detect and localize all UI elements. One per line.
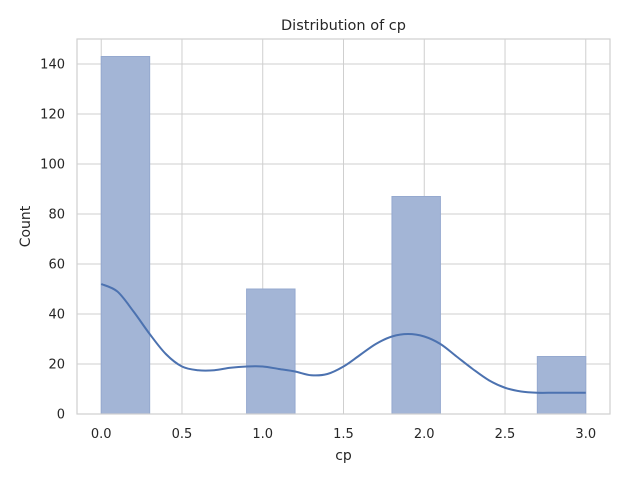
x-tick-label: 0.0 [91, 427, 112, 442]
x-axis-label: cp [335, 448, 352, 464]
chart-title: Distribution of cp [281, 18, 406, 34]
x-tick-label: 1.0 [252, 427, 273, 442]
y-tick-label: 40 [48, 308, 65, 323]
x-tick-label: 2.0 [414, 427, 435, 442]
y-tick-label: 140 [40, 58, 65, 73]
x-tick-label: 2.5 [495, 427, 516, 442]
y-tick-label: 0 [57, 408, 65, 423]
x-tick-label: 1.5 [333, 427, 354, 442]
y-tick-label: 80 [48, 208, 65, 223]
plot-frame [76, 38, 611, 415]
y-axis-label: Count [18, 205, 34, 247]
histogram-bar [246, 288, 296, 415]
y-tick-label: 20 [48, 358, 65, 373]
x-tick-label: 0.5 [172, 427, 193, 442]
grid-layer [77, 39, 610, 415]
histogram-bar [391, 196, 441, 415]
kde-layer [100, 283, 586, 394]
x-tick-label: 3.0 [575, 427, 596, 442]
tick-layer: 0.0 0.5 1.0 1.5 2.0 2.5 3.0 0 20 40 60 80 100 120 140 [40, 58, 596, 443]
histogram-bar [100, 56, 151, 415]
bar-layer [100, 56, 587, 415]
kde-curve [100, 283, 586, 394]
y-tick-label: 100 [40, 158, 65, 173]
histogram-bar [536, 356, 587, 415]
y-tick-label: 120 [40, 108, 65, 123]
y-tick-label: 60 [48, 258, 65, 273]
